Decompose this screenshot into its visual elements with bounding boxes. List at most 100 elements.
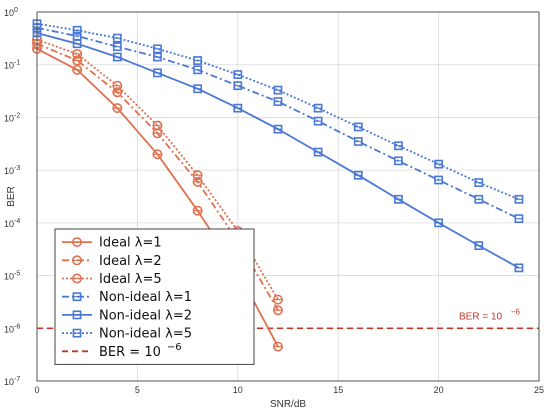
data-point: [72, 25, 82, 35]
y-tick-base: 10: [4, 61, 14, 71]
x-tick-label: 15: [333, 385, 343, 395]
legend-label-text: Ideal λ=1: [99, 236, 162, 251]
legend-label: Non-ideal λ=5: [99, 327, 192, 342]
y-tick-label: 10-3: [4, 165, 20, 176]
data-point: [273, 97, 283, 106]
series-4: [32, 23, 524, 224]
data-point: [112, 52, 122, 62]
series-6: [32, 19, 524, 204]
legend-label-exponent: −6: [167, 342, 182, 353]
y-tick-exponent: -4: [14, 218, 20, 225]
legend-label: Ideal λ=2: [99, 254, 162, 269]
data-point: [72, 64, 83, 75]
y-tick-base: 10: [4, 272, 14, 282]
legend-marker: [72, 255, 83, 266]
legend-label: Non-ideal λ=1: [99, 290, 192, 305]
data-point: [233, 70, 243, 79]
data-point: [514, 214, 524, 224]
y-tick-base: 10: [4, 377, 14, 387]
y-tick-base: 10: [4, 8, 14, 18]
data-point: [434, 175, 443, 185]
legend-entry[interactable]: Ideal λ=5: [62, 272, 162, 287]
legend-entry[interactable]: Ideal λ=2: [62, 254, 162, 269]
data-point: [313, 116, 323, 126]
y-tick-base: 10: [4, 166, 14, 176]
y-tick-base: 10: [4, 324, 14, 334]
data-point: [152, 120, 163, 131]
data-point: [153, 52, 162, 62]
legend-label-text: Non-ideal λ=5: [99, 327, 192, 342]
legend-marker: [72, 237, 83, 248]
y-tick-exponent: -2: [14, 112, 20, 119]
data-point: [474, 194, 484, 204]
data-point: [353, 170, 363, 180]
series-line: [36, 27, 520, 220]
data-point: [272, 305, 283, 316]
data-point: [152, 149, 163, 160]
y-tick-base: 10: [4, 219, 14, 229]
data-point: [353, 122, 363, 132]
legend-entry[interactable]: Non-ideal λ=2: [62, 308, 192, 323]
legend-marker: [72, 328, 82, 338]
legend-label-text: Ideal λ=2: [99, 254, 162, 269]
data-point: [193, 65, 203, 75]
data-point: [272, 341, 283, 352]
legend-entry[interactable]: Ideal λ=1: [62, 236, 162, 251]
data-point: [272, 294, 283, 305]
legend-label: BER = 10 −6: [99, 342, 182, 360]
data-point: [233, 81, 243, 91]
x-tick-label: 10: [233, 385, 243, 395]
legend-marker: [72, 292, 82, 302]
legend-label-text: Ideal λ=5: [99, 272, 162, 287]
data-point: [434, 159, 443, 169]
y-tick-exponent: 0: [14, 7, 18, 14]
y-tick-base: 10: [4, 113, 14, 123]
y-tick-exponent: -1: [14, 60, 20, 67]
data-point: [394, 194, 403, 204]
legend-marker: [72, 310, 82, 320]
y-tick-exponent: -3: [14, 165, 20, 172]
x-tick-label: 0: [34, 385, 39, 395]
y-tick-label: 10-6: [4, 323, 20, 334]
data-point: [72, 55, 83, 66]
series-line: [36, 22, 520, 201]
data-point: [353, 137, 363, 146]
data-point: [112, 103, 123, 114]
y-tick-label: 10-7: [4, 376, 20, 387]
data-point: [474, 178, 484, 188]
y-tick-label: 100: [4, 7, 18, 18]
y-tick-label: 10-5: [4, 271, 20, 282]
y-tick-label: 10-4: [4, 218, 20, 229]
legend-label: Ideal λ=5: [99, 272, 162, 287]
data-point: [112, 87, 123, 98]
data-point: [474, 241, 484, 251]
data-point: [192, 170, 203, 181]
y-axis-label: BER: [6, 186, 17, 207]
legend-entry[interactable]: Non-ideal λ=1: [62, 290, 192, 305]
data-point: [514, 263, 524, 273]
data-point: [112, 42, 122, 52]
data-point: [192, 176, 203, 187]
data-point: [233, 103, 243, 113]
data-point: [112, 80, 123, 91]
legend-entry[interactable]: Non-ideal λ=5: [62, 327, 192, 342]
legend-entry[interactable]: BER = 10 −6: [62, 342, 182, 360]
legend[interactable]: Ideal λ=1 Ideal λ=2 Ideal λ=5 Non-ideal λ=1…: [54, 228, 255, 365]
data-point: [313, 103, 323, 113]
legend-label-text: BER = 10: [99, 345, 161, 360]
data-point: [192, 205, 203, 216]
threshold-annotation-exponent: −6: [511, 307, 521, 316]
y-tick-label: 10-2: [4, 112, 20, 123]
x-tick-label: 20: [434, 385, 444, 395]
data-point: [313, 147, 323, 157]
x-tick-label: 5: [135, 385, 140, 395]
y-tick-exponent: -6: [14, 323, 20, 330]
data-point: [273, 124, 283, 134]
plot-frame: [36, 11, 540, 382]
threshold-annotation-text: BER = 10: [459, 311, 503, 322]
legend-label: Non-ideal λ=2: [99, 308, 192, 323]
data-point: [72, 39, 82, 49]
y-tick-exponent: -7: [14, 376, 20, 383]
